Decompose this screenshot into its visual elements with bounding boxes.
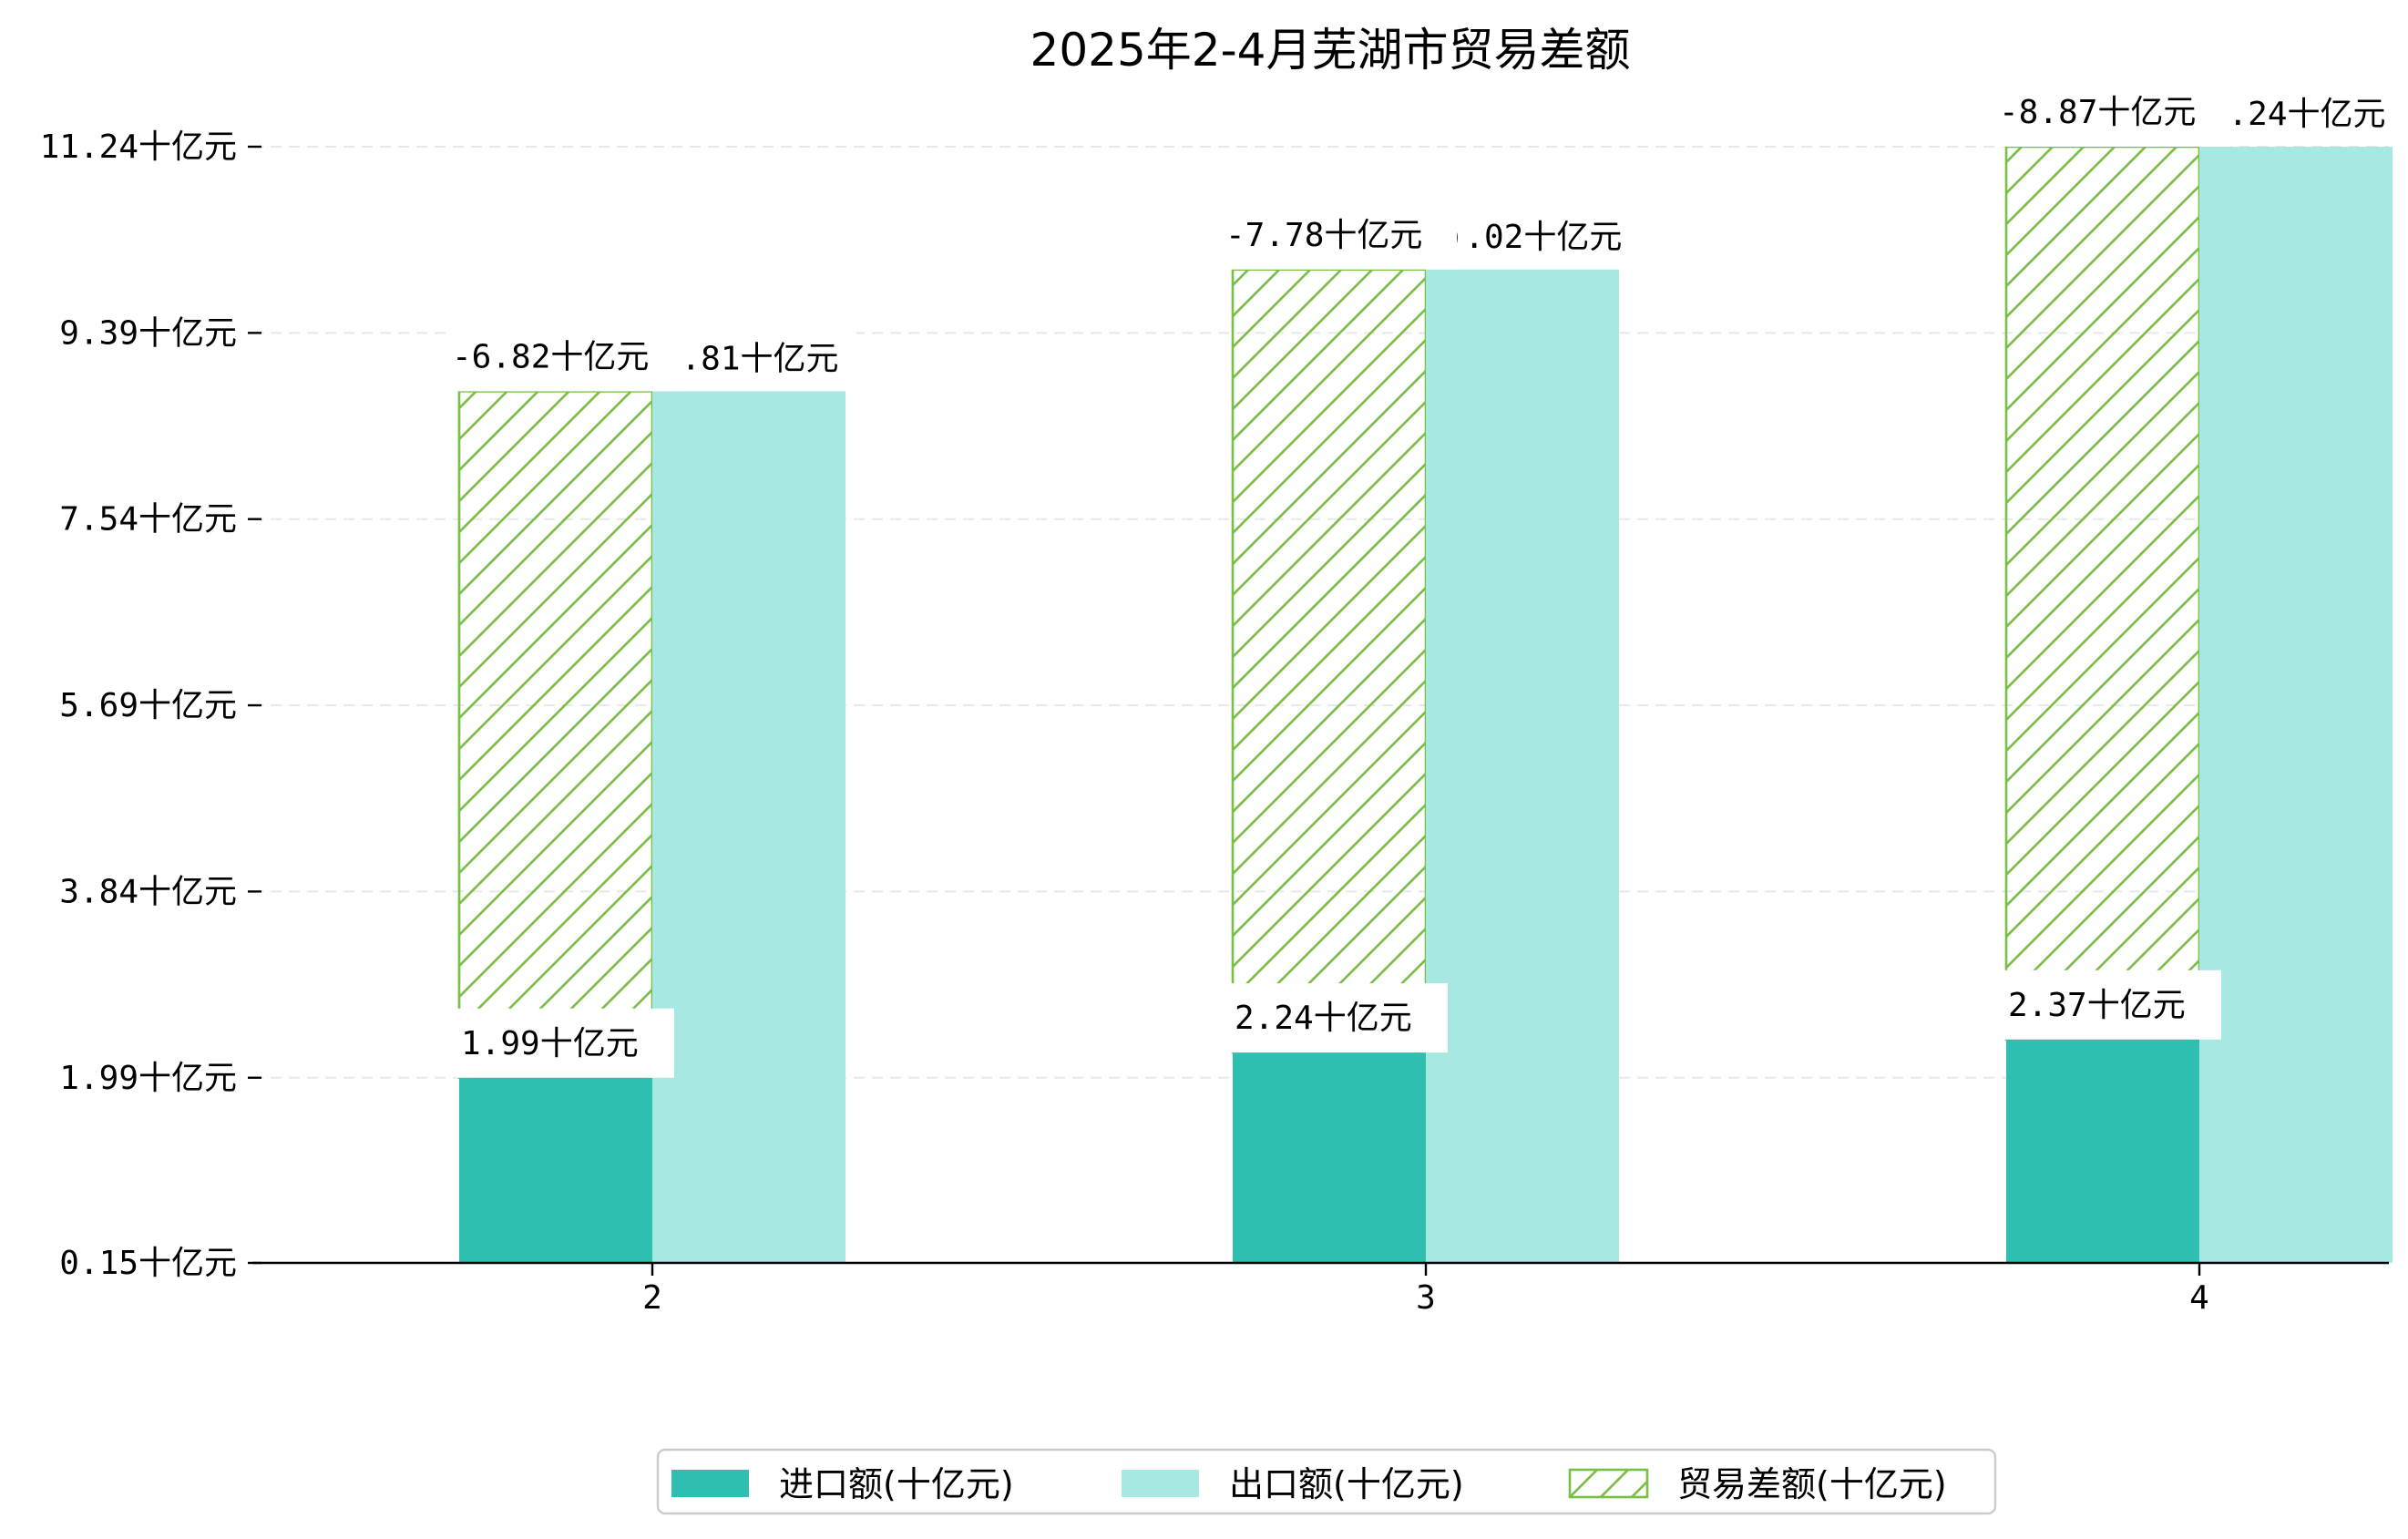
legend-label: 出口额(十亿元): [1229, 1464, 1464, 1504]
legend-swatch: [1568, 1468, 1649, 1499]
label-export: .81十亿元: [681, 340, 838, 377]
bar-trade-balance: [457, 390, 654, 1080]
label-import: 2.37十亿元: [2008, 987, 2186, 1024]
y-tick-label: 11.24十亿元: [40, 128, 237, 166]
legend-frame: [656, 1448, 1997, 1515]
label-box: [457, 1008, 674, 1078]
bar-import: [1233, 1052, 1426, 1263]
legend: 进口额(十亿元) 出口额(十亿元) 贸易差额(十亿元): [656, 1448, 1997, 1515]
legend-swatch: [1122, 1470, 1199, 1497]
label-box: [1435, 209, 1630, 264]
chart-title: 2025年2-4月芜湖市贸易差额: [1030, 24, 1631, 77]
legend-label: 贸易差额(十亿元): [1677, 1464, 1947, 1504]
label-box: [661, 331, 856, 386]
legend-item: 进口额(十亿元): [671, 1464, 1014, 1504]
y-tick-label: 5.69十亿元: [59, 687, 237, 724]
label-trade-balance: -8.87十亿元: [1999, 94, 2196, 131]
y-axis: 0.15十亿元 1.99十亿元 3.84十亿元 5.69十亿元 7.54十亿元 9.39十…: [40, 128, 261, 1282]
x-tick-label: 3: [1416, 1279, 1436, 1317]
bar-trade-balance: [2004, 145, 2201, 1041]
label-box: [448, 331, 683, 392]
y-tick-label: 7.54十亿元: [59, 501, 237, 539]
label-trade-balance: -7.78十亿元: [1225, 217, 1422, 254]
bar-import: [459, 1077, 652, 1263]
bar-import: [2006, 1039, 2199, 1263]
bar-export: [652, 391, 845, 1263]
y-tick-label: 0.15十亿元: [59, 1245, 237, 1282]
label-box: [2208, 87, 2403, 141]
bar-trade-balance: [1231, 268, 1428, 1054]
label-import: 2.24十亿元: [1235, 1000, 1412, 1037]
x-tick-label: 4: [2189, 1279, 2209, 1317]
bars: [457, 145, 2393, 1264]
label-export: .24十亿元: [2228, 96, 2385, 133]
legend-item: 贸易差额(十亿元): [1568, 1464, 1947, 1504]
legend-swatch: [671, 1470, 749, 1497]
legend-label: 进口额(十亿元): [779, 1464, 1014, 1504]
label-box: [1995, 87, 2230, 147]
label-box: [1222, 209, 1457, 270]
label-trade-balance: -6.82十亿元: [452, 338, 649, 375]
label-export: ).02十亿元: [1445, 219, 1623, 256]
y-tick-label: 3.84十亿元: [59, 873, 237, 910]
y-tick-label: 9.39十亿元: [59, 314, 237, 352]
label-import: 1.99十亿元: [461, 1025, 639, 1062]
x-tick-label: 2: [642, 1279, 662, 1317]
bar-export: [2199, 147, 2393, 1263]
bar-export: [1426, 269, 1619, 1264]
label-box: [1231, 983, 1448, 1053]
data-labels: 1.99十亿元 .81十亿元 -6.82十亿元 2.24十亿元 ).02十亿元 -7.78…: [448, 87, 2403, 1078]
legend-item: 出口额(十亿元): [1122, 1464, 1464, 1504]
label-box: [2004, 970, 2221, 1040]
y-tick-label: 1.99十亿元: [59, 1060, 237, 1097]
x-axis: 2 3 4: [252, 1261, 2389, 1317]
